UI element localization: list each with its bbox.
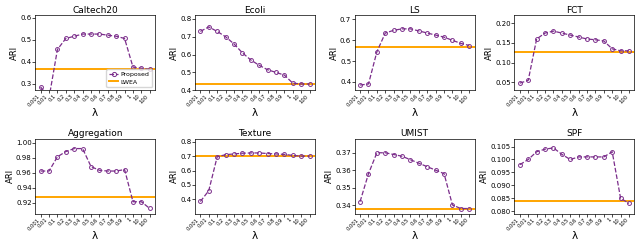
- X-axis label: λ: λ: [572, 231, 577, 242]
- Y-axis label: ARI: ARI: [170, 46, 179, 60]
- X-axis label: λ: λ: [92, 108, 99, 118]
- Legend: Proposed, LWEA: Proposed, LWEA: [106, 69, 152, 87]
- Y-axis label: ARI: ARI: [484, 46, 494, 60]
- X-axis label: λ: λ: [412, 108, 418, 118]
- Title: Texture: Texture: [238, 129, 271, 138]
- Title: UMIST: UMIST: [401, 129, 429, 138]
- Title: LS: LS: [410, 5, 420, 15]
- Y-axis label: ARI: ARI: [330, 46, 339, 60]
- Title: SPF: SPF: [566, 129, 582, 138]
- Y-axis label: ARI: ARI: [6, 169, 15, 183]
- Title: Ecoli: Ecoli: [244, 5, 266, 15]
- Title: FCT: FCT: [566, 5, 583, 15]
- Y-axis label: ARI: ARI: [170, 169, 179, 183]
- Y-axis label: ARI: ARI: [10, 46, 19, 60]
- X-axis label: λ: λ: [92, 231, 99, 242]
- Title: Caltech20: Caltech20: [72, 5, 118, 15]
- X-axis label: λ: λ: [252, 108, 258, 118]
- Title: Aggregation: Aggregation: [67, 129, 123, 138]
- X-axis label: λ: λ: [572, 108, 577, 118]
- X-axis label: λ: λ: [412, 231, 418, 242]
- Y-axis label: ARI: ARI: [325, 169, 334, 183]
- X-axis label: λ: λ: [252, 231, 258, 242]
- Y-axis label: ARI: ARI: [480, 169, 489, 183]
